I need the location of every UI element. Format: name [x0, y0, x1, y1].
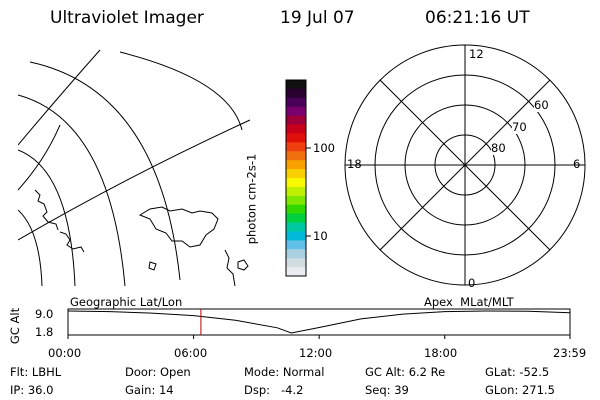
colorbar-cell — [286, 195, 306, 206]
timeline-ytick: 1.8 — [35, 325, 54, 339]
colorbar-cell — [286, 231, 306, 241]
mlt-label-18: 18 — [347, 157, 362, 171]
map-lat-line — [29, 61, 181, 281]
map-lat-line — [18, 149, 76, 286]
colorbar-cell — [286, 240, 306, 250]
timeline-xtick-label: 00:00 — [48, 346, 82, 360]
colorbar-cell — [286, 124, 306, 134]
mlt-label-6: 6 — [573, 157, 581, 171]
lat-label-70: 70 — [512, 120, 527, 134]
colorbar-cell — [286, 222, 306, 232]
colorbar-tick-label: 10 — [313, 229, 328, 243]
timeline-xtick-label: 06:00 — [174, 346, 208, 360]
coastline — [237, 259, 249, 271]
coastline — [148, 261, 157, 271]
map-lon-line — [18, 119, 251, 241]
time-label: 06:21:16 UT — [425, 8, 530, 28]
colorbar-cell — [286, 204, 306, 215]
map-lat-line — [18, 94, 126, 286]
coastline — [224, 249, 236, 286]
colorbar-cell — [286, 133, 306, 143]
map-lat-line — [18, 209, 43, 286]
mode-status: Mode: Normal — [244, 365, 325, 379]
geographic-label: Geographic Lat/Lon — [70, 295, 183, 309]
lat-label-80: 80 — [491, 141, 506, 155]
apex-label: Apex MLat/MLT — [424, 295, 514, 309]
date-label: 19 Jul 07 — [280, 8, 355, 28]
mlt-label-0: 0 — [468, 276, 476, 290]
glat-status: GLat: -52.5 — [485, 365, 550, 379]
timeline-xtick-label: 18:00 — [424, 346, 458, 360]
seq-status: Seq: 39 — [365, 383, 409, 397]
coastline — [138, 206, 219, 248]
colorbar-cell — [286, 142, 306, 152]
timeline-xtick-label: 23:59 — [553, 346, 587, 360]
colorbar-cell — [286, 97, 306, 108]
gain-status: Gain: 14 — [125, 383, 174, 397]
colorbar-cell — [286, 249, 306, 259]
colorbar-cell — [286, 160, 306, 170]
instrument-title: Ultraviolet Imager — [50, 8, 204, 28]
colorbar-cell — [286, 115, 306, 126]
map-lon-line — [18, 124, 61, 191]
colorbar-cell — [286, 80, 306, 90]
lat-label-60: 60 — [534, 98, 549, 112]
coastline — [59, 231, 85, 253]
colorbar-cell — [286, 88, 306, 99]
dsp-status: Dsp: -4.2 — [244, 383, 304, 397]
filter-status: Flt: LBHL — [10, 365, 62, 379]
timeline-xtick-label: 12:00 — [299, 346, 333, 360]
map-lon-line — [18, 49, 101, 146]
colorbar-cell — [286, 267, 306, 277]
colorbar-cell — [286, 186, 306, 197]
door-status: Door: Open — [125, 365, 191, 379]
colorbar-cell — [286, 213, 306, 224]
colorbar-cell — [286, 169, 306, 179]
ip-status: IP: 36.0 — [10, 383, 54, 397]
colorbar-cell — [286, 258, 306, 268]
colorbar-tick-label: 100 — [313, 141, 335, 155]
polar-spoke — [379, 79, 551, 251]
gc-alt-status: GC Alt: 6.2 Re — [365, 365, 446, 379]
glon-status: GLon: 271.5 — [485, 383, 555, 397]
colorbar-cell — [286, 151, 306, 161]
mlt-label-12: 12 — [469, 47, 484, 61]
gc-alt-curve — [67, 310, 571, 334]
colorbar-cell — [286, 178, 306, 188]
timeline-ytick: 9.0 — [35, 307, 54, 321]
colorbar-cell — [286, 106, 306, 117]
coastline — [34, 189, 59, 231]
map-lat-line — [119, 51, 243, 131]
